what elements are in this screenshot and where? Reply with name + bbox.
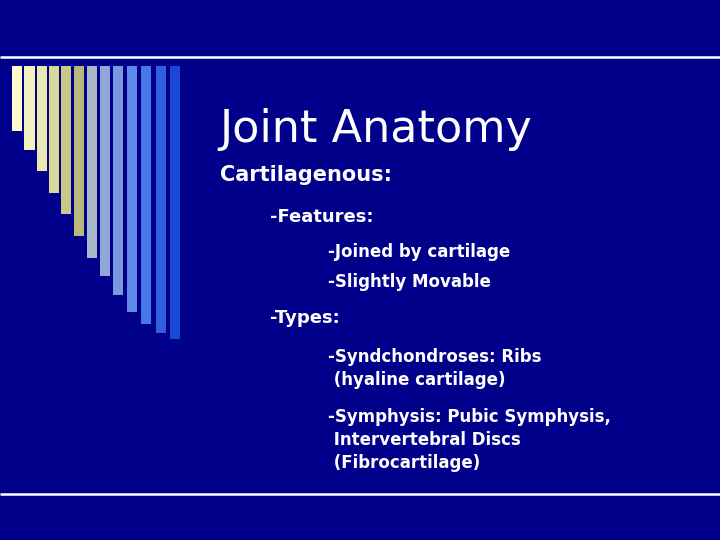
Text: Cartilagenous:: Cartilagenous:	[220, 165, 392, 185]
Bar	[127, 66, 137, 312]
Bar	[87, 66, 97, 258]
Text: -Types:: -Types:	[270, 309, 340, 327]
Text: -Joined by cartilage: -Joined by cartilage	[328, 243, 510, 261]
Bar	[170, 66, 180, 339]
Bar	[24, 66, 35, 150]
Bar	[141, 66, 151, 324]
Text: -Slightly Movable: -Slightly Movable	[328, 273, 490, 291]
Bar	[49, 66, 59, 193]
Text: -Features:: -Features:	[270, 208, 374, 226]
Bar	[61, 66, 71, 214]
Bar	[37, 66, 47, 171]
Bar	[74, 66, 84, 236]
Bar	[100, 66, 110, 276]
Text: -Symphysis: Pubic Symphysis,
 Intervertebral Discs
 (Fibrocartilage): -Symphysis: Pubic Symphysis, Interverteb…	[328, 408, 611, 471]
Bar	[156, 66, 166, 333]
Text: -Syndchondroses: Ribs
 (hyaline cartilage): -Syndchondroses: Ribs (hyaline cartilage…	[328, 348, 541, 389]
Bar	[12, 66, 22, 131]
Bar	[113, 66, 123, 295]
Text: Joint Anatomy: Joint Anatomy	[220, 108, 533, 151]
